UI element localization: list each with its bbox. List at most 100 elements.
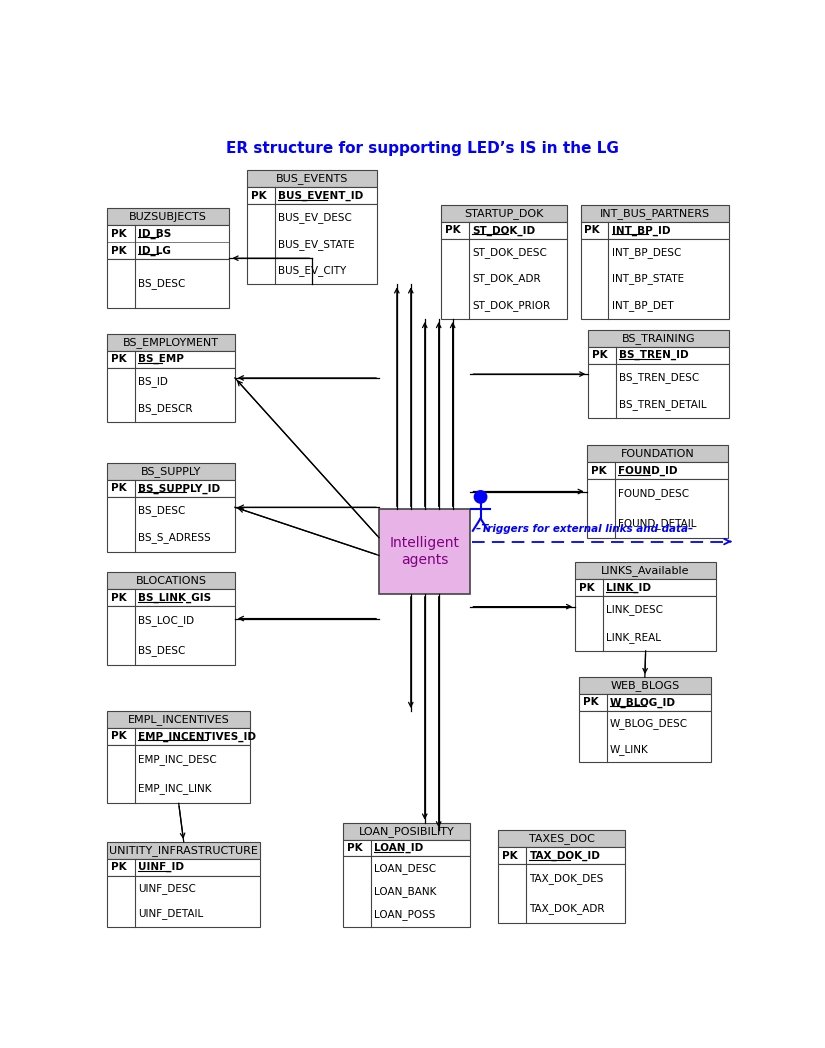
Text: BUS_EV_STATE: BUS_EV_STATE bbox=[278, 239, 355, 249]
Bar bbox=[379, 509, 470, 594]
Bar bbox=[579, 677, 710, 694]
Text: UINF_DETAIL: UINF_DETAIL bbox=[138, 909, 203, 919]
Bar bbox=[107, 728, 250, 745]
Text: LOAN_POSS: LOAN_POSS bbox=[375, 910, 436, 920]
Text: BS_DESC: BS_DESC bbox=[138, 278, 186, 289]
Bar bbox=[575, 596, 716, 651]
Text: BS_LOC_ID: BS_LOC_ID bbox=[138, 615, 194, 627]
Text: LINK_DESC: LINK_DESC bbox=[606, 605, 663, 615]
Bar bbox=[498, 847, 625, 865]
Bar bbox=[107, 225, 229, 259]
Text: EMP_INCENTIVES_ID: EMP_INCENTIVES_ID bbox=[138, 732, 256, 742]
Text: BS_TREN_DESC: BS_TREN_DESC bbox=[620, 372, 700, 383]
Bar bbox=[107, 842, 261, 858]
Text: BS_LINK_GIS: BS_LINK_GIS bbox=[138, 592, 211, 603]
Text: WEB_BLOGS: WEB_BLOGS bbox=[610, 680, 680, 691]
Text: BLOCATIONS: BLOCATIONS bbox=[135, 575, 206, 586]
Text: BS_TREN_DETAIL: BS_TREN_DETAIL bbox=[620, 399, 707, 410]
Bar bbox=[579, 694, 710, 711]
Text: BS_DESC: BS_DESC bbox=[138, 645, 186, 656]
Bar bbox=[575, 563, 716, 580]
Bar bbox=[107, 858, 261, 876]
Text: TAX_DOK_ADR: TAX_DOK_ADR bbox=[530, 902, 605, 914]
Text: BS_DESC: BS_DESC bbox=[138, 505, 186, 516]
Text: ID_BS: ID_BS bbox=[138, 228, 172, 239]
Text: BS_DESCR: BS_DESCR bbox=[138, 403, 192, 414]
Text: EMP_INC_LINK: EMP_INC_LINK bbox=[138, 783, 211, 794]
Bar bbox=[441, 222, 568, 239]
Bar bbox=[581, 239, 729, 319]
Bar bbox=[107, 333, 235, 351]
Bar bbox=[248, 188, 378, 204]
Text: EMP_INC_DESC: EMP_INC_DESC bbox=[138, 754, 217, 765]
Text: W_BLOG_ID: W_BLOG_ID bbox=[610, 697, 676, 707]
Bar bbox=[107, 497, 235, 551]
Text: LOAN_ID: LOAN_ID bbox=[375, 843, 423, 853]
Text: ST_DOK_PRIOR: ST_DOK_PRIOR bbox=[472, 300, 550, 311]
Text: BUS_EVENT_ID: BUS_EVENT_ID bbox=[278, 191, 364, 201]
Bar bbox=[107, 480, 235, 497]
Text: TAXES_DOC: TAXES_DOC bbox=[529, 833, 595, 845]
Text: PK: PK bbox=[111, 245, 126, 256]
Bar bbox=[343, 839, 469, 856]
Text: PK: PK bbox=[111, 354, 126, 364]
Text: INT_BP_ID: INT_BP_ID bbox=[611, 225, 670, 236]
Bar bbox=[107, 711, 250, 728]
Text: STARTUP_DOK: STARTUP_DOK bbox=[464, 209, 544, 219]
Text: PK: PK bbox=[111, 228, 126, 239]
Bar bbox=[587, 445, 728, 462]
Bar bbox=[441, 239, 568, 319]
Bar bbox=[575, 580, 716, 596]
Text: INT_BP_DET: INT_BP_DET bbox=[611, 300, 673, 311]
Text: PK: PK bbox=[111, 732, 126, 741]
Text: BS_TRAINING: BS_TRAINING bbox=[622, 333, 695, 344]
Bar bbox=[107, 259, 229, 308]
Text: BS_SUPPLY_ID: BS_SUPPLY_ID bbox=[138, 483, 220, 494]
Text: TAX_DOK_ID: TAX_DOK_ID bbox=[530, 851, 601, 860]
Bar bbox=[441, 205, 568, 222]
Bar bbox=[248, 171, 378, 188]
Text: PK: PK bbox=[502, 851, 518, 860]
Text: –Triggers for external links and data–: –Triggers for external links and data– bbox=[476, 524, 693, 534]
Text: W_BLOG_DESC: W_BLOG_DESC bbox=[610, 718, 688, 729]
Text: PK: PK bbox=[579, 583, 595, 593]
Text: BS_SUPPLY: BS_SUPPLY bbox=[141, 466, 201, 477]
Text: PK: PK bbox=[111, 483, 126, 494]
Text: UNITITY_INFRASTRUCTURE: UNITITY_INFRASTRUCTURE bbox=[109, 845, 258, 856]
Text: W_LINK: W_LINK bbox=[610, 744, 648, 755]
Text: BS_EMPLOYMENT: BS_EMPLOYMENT bbox=[123, 336, 219, 348]
Text: LINK_ID: LINK_ID bbox=[606, 583, 651, 593]
Bar bbox=[343, 856, 469, 926]
Text: EMPL_INCENTIVES: EMPL_INCENTIVES bbox=[128, 714, 229, 725]
Text: PK: PK bbox=[111, 863, 126, 872]
Bar bbox=[498, 830, 625, 847]
Text: BUZSUBJECTS: BUZSUBJECTS bbox=[130, 212, 207, 221]
Text: PK: PK bbox=[111, 593, 126, 603]
Text: ID_LG: ID_LG bbox=[138, 245, 171, 256]
Text: INT_BUS_PARTNERS: INT_BUS_PARTNERS bbox=[600, 209, 710, 219]
Bar bbox=[107, 463, 235, 480]
Text: PK: PK bbox=[591, 465, 606, 476]
Text: FOUND_ID: FOUND_ID bbox=[618, 465, 677, 476]
Text: LOAN_POSIBILITY: LOAN_POSIBILITY bbox=[359, 826, 455, 836]
Bar bbox=[107, 745, 250, 804]
Text: BUS_EV_DESC: BUS_EV_DESC bbox=[278, 212, 352, 223]
Bar bbox=[107, 606, 235, 664]
Text: FOUND_DETAIL: FOUND_DETAIL bbox=[618, 518, 696, 528]
Bar bbox=[107, 589, 235, 606]
Text: PK: PK bbox=[445, 225, 460, 236]
Bar bbox=[498, 865, 625, 922]
Text: PK: PK bbox=[582, 698, 598, 707]
Text: UINF_ID: UINF_ID bbox=[138, 863, 184, 872]
Text: BUS_EVENTS: BUS_EVENTS bbox=[276, 173, 348, 184]
Text: BS_S_ADRESS: BS_S_ADRESS bbox=[138, 532, 210, 543]
Text: PK: PK bbox=[592, 350, 608, 361]
Text: INT_BP_STATE: INT_BP_STATE bbox=[611, 274, 684, 284]
Text: LOAN_BANK: LOAN_BANK bbox=[375, 886, 436, 897]
Text: FOUND_DESC: FOUND_DESC bbox=[618, 488, 689, 499]
Text: BS_TREN_ID: BS_TREN_ID bbox=[620, 350, 689, 361]
Text: ST_DOK_ADR: ST_DOK_ADR bbox=[472, 274, 540, 284]
Text: PK: PK bbox=[347, 843, 363, 853]
Text: LINK_REAL: LINK_REAL bbox=[606, 632, 661, 642]
Text: BS_EMP: BS_EMP bbox=[138, 354, 184, 365]
